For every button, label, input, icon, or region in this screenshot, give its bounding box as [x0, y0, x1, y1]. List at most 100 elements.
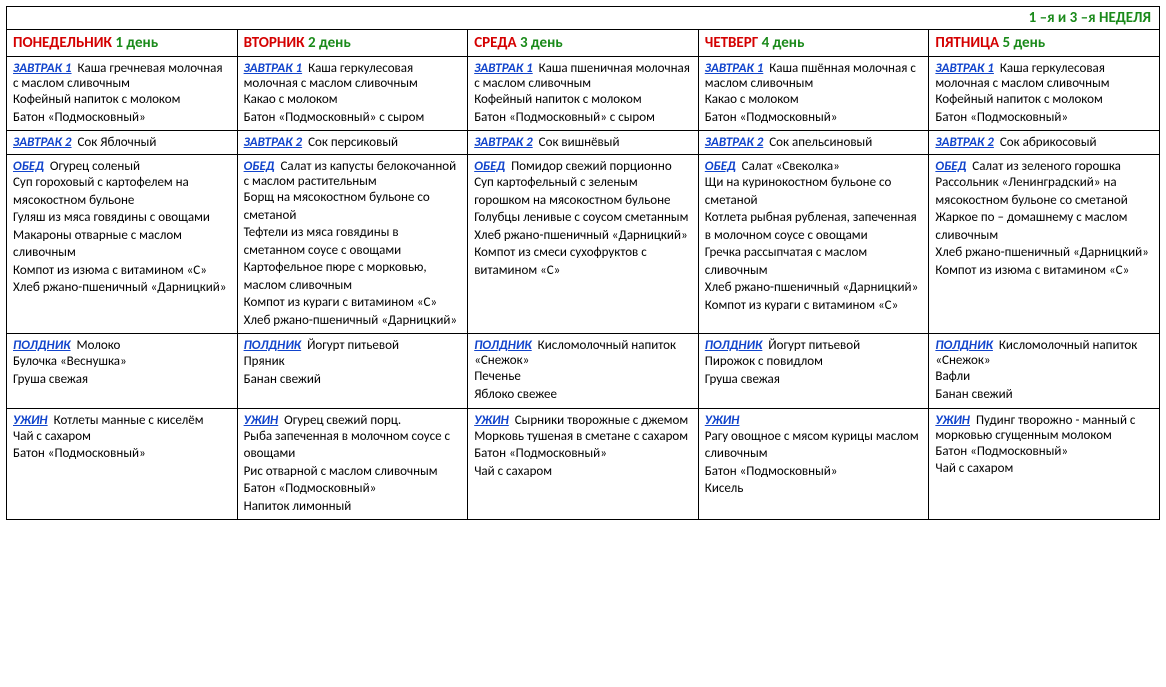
meal-item: Хлеб ржано-пшеничный «Дарницкий» [244, 312, 462, 330]
meal-item: Рыба запеченная в молочном соусе с овоща… [244, 428, 462, 463]
meal-item: Рассольник «Ленинградский» на мясокостно… [935, 174, 1153, 209]
meal-item: Котлета рыбная рубленая, запеченная в мо… [705, 209, 923, 244]
meal-cell: ЗАВТРАК 1 Каша пшеничная молочная с масл… [468, 57, 699, 131]
meal-item: Какао с молоком [705, 91, 923, 109]
meal-cell: УЖИН Котлеты манные с киселёмЧай с сахар… [7, 408, 238, 520]
day-header-2: СРЕДА 3 день [468, 30, 699, 57]
meal-item: Сок апельсиновый [766, 135, 872, 150]
meal-item: Батон «Подмосковный» [705, 463, 923, 481]
meal-label: ПОЛДНИК [705, 338, 763, 353]
meal-item: Тефтели из мяса говядины в сметанном соу… [244, 224, 462, 259]
meal-label: ЗАВТРАК 2 [13, 135, 72, 150]
meal-row-breakfast2: ЗАВТРАК 2 Сок ЯблочныйЗАВТРАК 2 Сок перс… [7, 131, 1160, 155]
meal-item: Морковь тушеная в сметане с сахаром [474, 428, 692, 446]
meal-row-dinner: УЖИН Котлеты манные с киселёмЧай с сахар… [7, 408, 1160, 520]
header-row: ПОНЕДЕЛЬНИК 1 деньВТОРНИК 2 деньСРЕДА 3 … [7, 30, 1160, 57]
meal-item: Щи на куринокостном бульоне со сметаной [705, 174, 923, 209]
day-header-1: ВТОРНИК 2 день [237, 30, 468, 57]
meal-label: ЗАВТРАК 2 [705, 135, 764, 150]
meal-cell: ПОЛДНИК Кисломолочный напиток «Снежок»Ва… [929, 334, 1160, 408]
meal-label: ПОЛДНИК [935, 338, 993, 353]
meal-cell: ЗАВТРАК 2 Сок персиковый [237, 131, 468, 155]
meal-cell: ЗАВТРАК 2 Сок Яблочный [7, 131, 238, 155]
meal-item: Компот из кураги с витамином «С» [705, 297, 923, 315]
meal-item: Яблоко свежее [474, 386, 692, 404]
day-num: 1 день [112, 34, 158, 52]
day-name: СРЕДА [474, 34, 516, 52]
meal-item: Суп картофельный с зеленым горошком на м… [474, 174, 692, 209]
meal-item: Батон «Подмосковный» [935, 443, 1153, 461]
meal-row-snack: ПОЛДНИК МолокоБулочка «Веснушка»Груша св… [7, 334, 1160, 408]
meal-label: ОБЕД [13, 159, 44, 174]
meal-item: Огурец свежий порц. [281, 413, 401, 428]
day-name: ПОНЕДЕЛЬНИК [13, 34, 112, 52]
meal-item: Компот из смеси сухофруктов с витамином … [474, 244, 692, 279]
day-num: 2 день [305, 34, 351, 52]
meal-cell: ЗАВТРАК 2 Сок апельсиновый [698, 131, 929, 155]
meal-label: ОБЕД [705, 159, 736, 174]
meal-cell: ЗАВТРАК 1 Каша геркулесовая молочная с м… [237, 57, 468, 131]
meal-item: Голубцы ленивые с соусом сметанным [474, 209, 692, 227]
meal-item: Батон «Подмосковный» [244, 480, 462, 498]
meal-item: Помидор свежий порционно [508, 159, 672, 174]
meal-label: ОБЕД [244, 159, 275, 174]
meal-label: ПОЛДНИК [474, 338, 532, 353]
meal-cell: ЗАВТРАК 1 Каша геркулесовая молочная с м… [929, 57, 1160, 131]
meal-label: ЗАВТРАК 2 [244, 135, 303, 150]
day-num: 3 день [517, 34, 563, 52]
day-header-3: ЧЕТВЕРГ 4 день [698, 30, 929, 57]
meal-item: Кофейный напиток с молоком [13, 91, 231, 109]
meal-item: Батон «Подмосковный» [13, 445, 231, 463]
meal-item: Сок вишнёвый [536, 135, 620, 150]
meal-label: ЗАВТРАК 2 [474, 135, 533, 150]
meal-label: ЗАВТРАК 1 [705, 61, 764, 76]
meal-cell: УЖИН Рагу овощное с мясом курицы маслом … [698, 408, 929, 520]
meal-cell: ОБЕД Салат «Свеколка»Щи на куринокостном… [698, 155, 929, 334]
day-header-0: ПОНЕДЕЛЬНИК 1 день [7, 30, 238, 57]
meal-cell: ПОЛДНИК Йогурт питьевойПряникБанан свежи… [237, 334, 468, 408]
meal-label: УЖИН [244, 413, 279, 428]
meal-item: Котлеты манные с киселём [51, 413, 204, 428]
meal-item: Салат из капусты белокочанной с маслом р… [244, 159, 457, 189]
meal-label: ЗАВТРАК 1 [13, 61, 72, 76]
meal-cell: ПОЛДНИК Йогурт питьевойПирожок с повидло… [698, 334, 929, 408]
meal-item: Борщ на мясокостном бульоне со сметаной [244, 189, 462, 224]
meal-label: ЗАВТРАК 2 [935, 135, 994, 150]
meal-item: Кофейный напиток с молоком [935, 91, 1153, 109]
meal-label: ОБЕД [474, 159, 505, 174]
meal-item: Хлеб ржано-пшеничный «Дарницкий» [935, 244, 1153, 262]
meal-item: Какао с молоком [244, 91, 462, 109]
meal-item: Хлеб ржано-пшеничный «Дарницкий» [474, 227, 692, 245]
meal-item: Булочка «Веснушка» [13, 353, 231, 371]
meal-item: Картофельное пюре с морковью, маслом сли… [244, 259, 462, 294]
meal-cell: ЗАВТРАК 2 Сок вишнёвый [468, 131, 699, 155]
meal-cell: ЗАВТРАК 1 Каша гречневая молочная с масл… [7, 57, 238, 131]
meal-cell: УЖИН Пудинг творожно - манный с морковью… [929, 408, 1160, 520]
meal-item: Вафли [935, 368, 1153, 386]
meal-item: Сок абрикосовый [997, 135, 1097, 150]
meal-item: Компот из изюма с витамином «С» [935, 262, 1153, 280]
meal-item: Сок Яблочный [75, 135, 157, 150]
meal-item: Кофейный напиток с молоком [474, 91, 692, 109]
day-num: 4 день [758, 34, 804, 52]
day-name: ЧЕТВЕРГ [705, 34, 758, 52]
meal-cell: ОБЕД Салат из зеленого горошкаРассольник… [929, 155, 1160, 334]
meal-label: УЖИН [474, 413, 509, 428]
meal-item: Печенье [474, 368, 692, 386]
meal-item: Жаркое по – домашнему с маслом сливочным [935, 209, 1153, 244]
meal-item: Хлеб ржано-пшеничный «Дарницкий» [13, 279, 231, 297]
meal-label: ОБЕД [935, 159, 966, 174]
meal-item: Гречка рассыпчатая с маслом сливочным [705, 244, 923, 279]
meal-label: УЖИН [935, 413, 970, 428]
meal-item: Огурец соленый [47, 159, 140, 174]
week-title: 1 –я и 3 –я НЕДЕЛЯ [6, 6, 1160, 29]
day-num: 5 день [999, 34, 1045, 52]
meal-item: Суп гороховый с картофелем на мясокостно… [13, 174, 231, 209]
day-header-4: ПЯТНИЦА 5 день [929, 30, 1160, 57]
meal-item: Груша свежая [13, 371, 231, 389]
meal-item: Салат из зеленого горошка [969, 159, 1121, 174]
meal-cell: ОБЕД Огурец соленыйСуп гороховый с карто… [7, 155, 238, 334]
meal-label: ПОЛДНИК [244, 338, 302, 353]
meal-cell: ОБЕД Помидор свежий порционноСуп картофе… [468, 155, 699, 334]
meal-cell: ПОЛДНИК МолокоБулочка «Веснушка»Груша св… [7, 334, 238, 408]
